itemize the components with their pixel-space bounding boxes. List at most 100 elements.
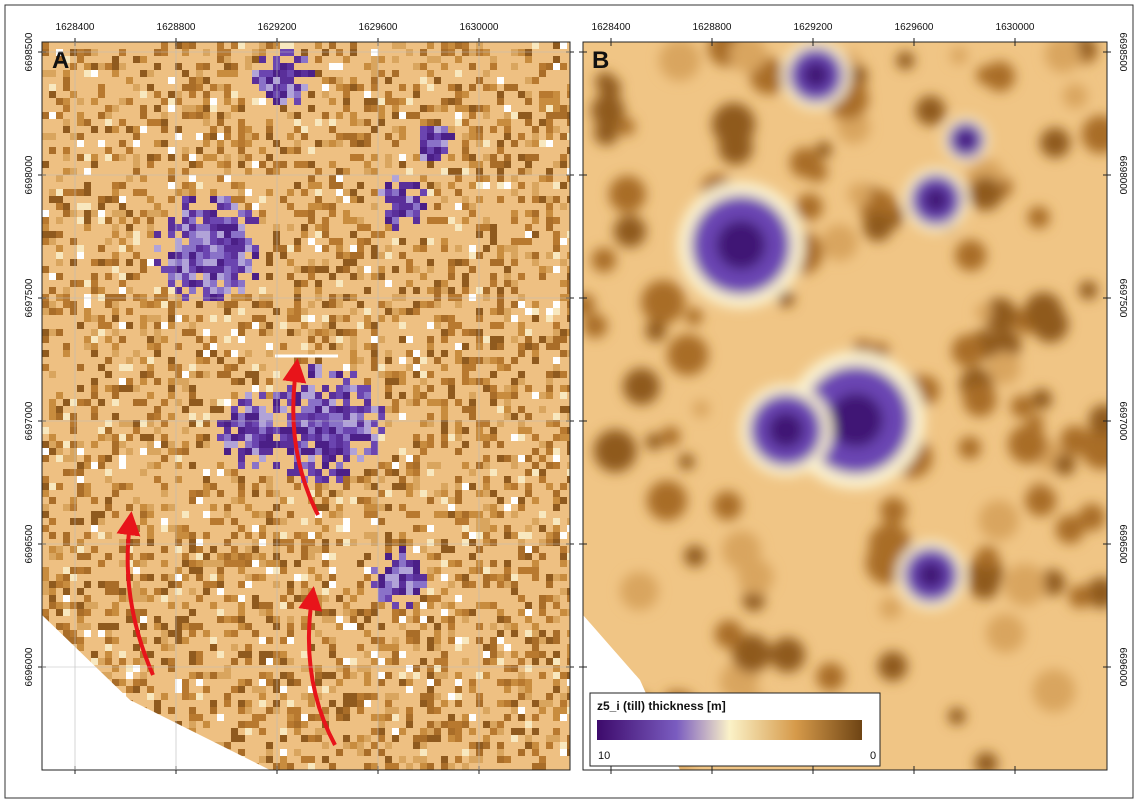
raster-cell <box>210 266 217 273</box>
raster-cell <box>49 581 56 588</box>
raster-cell <box>441 98 448 105</box>
raster-cell <box>252 77 259 84</box>
raster-cell <box>560 350 567 357</box>
raster-cell <box>119 588 126 595</box>
raster-cell <box>266 42 273 49</box>
raster-cell <box>329 322 336 329</box>
raster-cell <box>63 581 70 588</box>
raster-cell <box>119 546 126 553</box>
raster-cell <box>406 399 413 406</box>
raster-cell <box>497 287 504 294</box>
raster-cell <box>371 693 378 700</box>
raster-cell <box>343 469 350 476</box>
raster-cell <box>546 315 553 322</box>
raster-cell <box>210 315 217 322</box>
raster-cell <box>245 350 252 357</box>
raster-cell <box>350 196 357 203</box>
raster-cell <box>105 658 112 665</box>
raster-cell <box>455 105 462 112</box>
raster-cell <box>427 497 434 504</box>
raster-cell <box>476 532 483 539</box>
raster-cell <box>329 490 336 497</box>
raster-cell <box>315 119 322 126</box>
raster-cell <box>266 119 273 126</box>
raster-cell <box>518 196 525 203</box>
raster-cell <box>413 588 420 595</box>
raster-cell <box>119 385 126 392</box>
raster-cell <box>98 623 105 630</box>
raster-cell <box>343 315 350 322</box>
raster-cell <box>518 672 525 679</box>
raster-cell <box>329 140 336 147</box>
raster-cell <box>91 280 98 287</box>
raster-cell <box>546 203 553 210</box>
raster-cell <box>469 511 476 518</box>
raster-cell <box>252 98 259 105</box>
raster-cell <box>133 161 140 168</box>
raster-cell <box>406 210 413 217</box>
raster-cell <box>434 721 441 728</box>
raster-cell <box>392 616 399 623</box>
raster-cell <box>329 161 336 168</box>
raster-cell <box>560 112 567 119</box>
raster-cell <box>161 434 168 441</box>
raster-cell <box>112 511 119 518</box>
raster-cell <box>427 133 434 140</box>
raster-cell <box>483 294 490 301</box>
raster-cell <box>392 735 399 742</box>
raster-cell <box>434 672 441 679</box>
raster-cell <box>294 210 301 217</box>
raster-cell <box>245 210 252 217</box>
raster-cell <box>546 392 553 399</box>
raster-cell <box>525 469 532 476</box>
raster-cell <box>504 756 511 763</box>
raster-cell <box>357 252 364 259</box>
raster-cell <box>315 140 322 147</box>
raster-cell <box>413 546 420 553</box>
raster-cell <box>140 329 147 336</box>
raster-cell <box>315 490 322 497</box>
raster-cell <box>70 63 77 70</box>
raster-cell <box>42 224 49 231</box>
raster-cell <box>245 266 252 273</box>
raster-cell <box>217 119 224 126</box>
raster-cell <box>210 399 217 406</box>
raster-cell <box>287 546 294 553</box>
raster-cell <box>364 91 371 98</box>
raster-cell <box>448 616 455 623</box>
raster-cell <box>448 154 455 161</box>
raster-cell <box>497 294 504 301</box>
raster-cell <box>287 259 294 266</box>
raster-cell <box>287 273 294 280</box>
raster-cell <box>252 714 259 721</box>
raster-cell <box>252 546 259 553</box>
raster-cell <box>133 238 140 245</box>
thin-patch <box>573 293 595 315</box>
raster-cell <box>350 742 357 749</box>
raster-cell <box>140 112 147 119</box>
raster-cell <box>490 504 497 511</box>
raster-cell <box>56 112 63 119</box>
raster-cell <box>273 98 280 105</box>
raster-cell <box>539 651 546 658</box>
raster-cell <box>434 56 441 63</box>
raster-cell <box>77 280 84 287</box>
raster-cell <box>420 735 427 742</box>
raster-cell <box>497 721 504 728</box>
raster-cell <box>553 434 560 441</box>
raster-cell <box>525 490 532 497</box>
raster-cell <box>399 161 406 168</box>
raster-cell <box>266 742 273 749</box>
raster-cell <box>434 77 441 84</box>
raster-cell <box>476 525 483 532</box>
raster-cell <box>42 609 49 616</box>
raster-cell <box>462 280 469 287</box>
raster-cell <box>231 266 238 273</box>
raster-cell <box>147 651 154 658</box>
raster-cell <box>273 658 280 665</box>
raster-cell <box>273 392 280 399</box>
raster-cell <box>217 616 224 623</box>
raster-cell <box>210 560 217 567</box>
raster-cell <box>56 623 63 630</box>
raster-cell <box>420 728 427 735</box>
